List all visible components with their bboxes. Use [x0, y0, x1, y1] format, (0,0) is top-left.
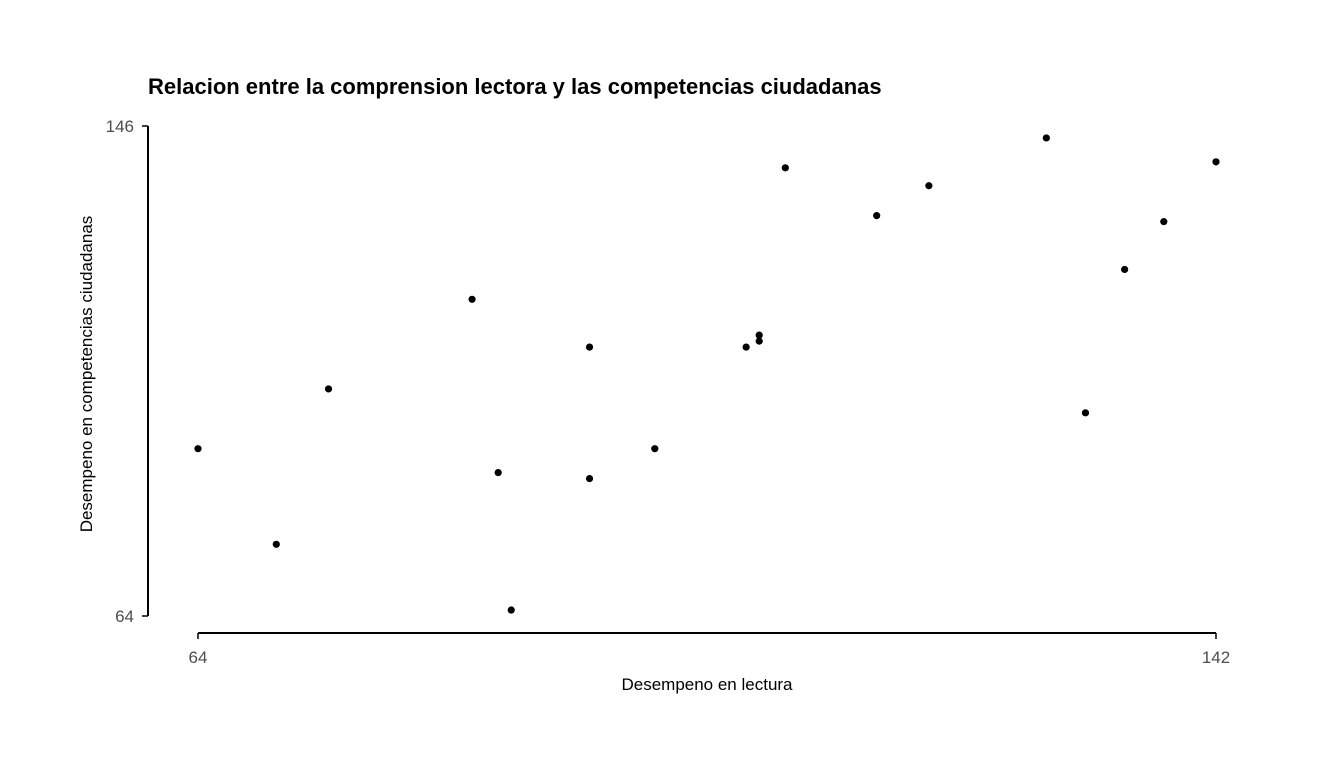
data-point: [585, 343, 594, 351]
data-point: [755, 331, 763, 339]
data-point: [272, 540, 280, 548]
data-point: [873, 212, 881, 220]
data-point: [324, 385, 333, 393]
y-tick-label: 146: [106, 117, 134, 136]
data-point: [194, 445, 202, 453]
data-point: [468, 295, 476, 303]
data-point: [925, 182, 933, 190]
data-point: [781, 164, 789, 172]
x-axis-ticks: 64 142: [189, 633, 1230, 667]
data-point: [755, 337, 763, 345]
x-tick-label: 142: [1202, 648, 1230, 667]
chart-title: Relacion entre la comprension lectora y …: [148, 74, 882, 99]
y-axis-ticks: 64 146: [106, 117, 148, 626]
data-point: [1212, 158, 1220, 166]
y-axis-label: Desempeno en competencias ciudadanas: [77, 216, 96, 533]
data-point: [651, 445, 659, 453]
y-tick-label: 64: [115, 607, 134, 626]
data-points: [194, 134, 1220, 614]
x-axis-label: Desempeno en lectura: [621, 675, 793, 694]
x-tick-label: 64: [189, 648, 208, 667]
data-point: [742, 343, 750, 351]
data-point: [507, 606, 515, 614]
data-point: [585, 474, 594, 483]
data-point: [494, 468, 502, 477]
data-point: [1121, 265, 1129, 274]
data-point: [1081, 409, 1090, 417]
data-point: [1042, 134, 1050, 142]
data-point: [1160, 218, 1168, 226]
